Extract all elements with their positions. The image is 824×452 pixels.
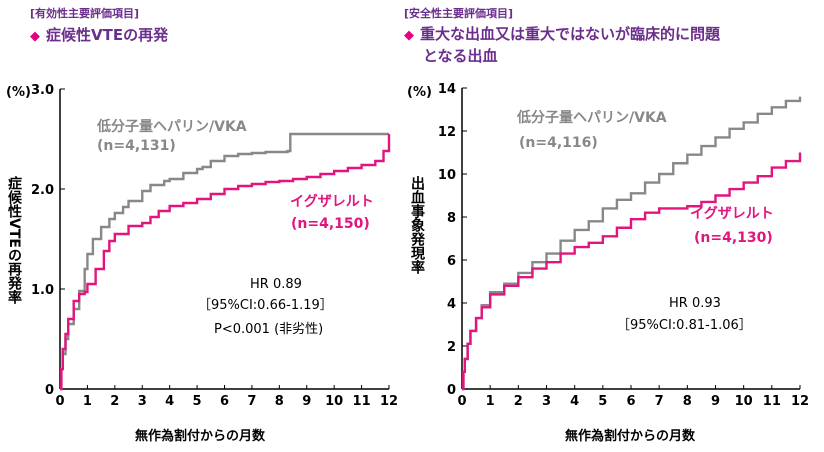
left-x-axis-label: 無作為割付からの月数 bbox=[135, 428, 266, 444]
right-y-unit: (%) bbox=[407, 85, 432, 100]
right-x-tick-label: 11 bbox=[763, 394, 781, 409]
right-x-tick-label: 2 bbox=[514, 394, 523, 409]
right-heading-line2: となる出血 bbox=[423, 47, 498, 65]
left-x-tick-label: 10 bbox=[325, 394, 343, 409]
left-x-tick-label: 9 bbox=[302, 394, 311, 409]
left-legend-xarelto-n: (n=4,150) bbox=[291, 216, 370, 232]
right-x-tick-label: 10 bbox=[735, 394, 753, 409]
left-x-tick-label: 1 bbox=[83, 394, 92, 409]
right-y-tick-label: 8 bbox=[447, 211, 456, 226]
diamond-bullet-icon: ◆ bbox=[30, 29, 40, 44]
left-section-tag: [有効性主要評価項目] bbox=[30, 7, 140, 20]
left-x-tick-label: 11 bbox=[353, 394, 371, 409]
left-stat-hr: HR 0.89 bbox=[250, 277, 302, 292]
right-y-tick-label: 12 bbox=[438, 125, 456, 140]
right-stat-ci: ［95%CI:0.81-1.06］ bbox=[617, 318, 752, 333]
left-heading-text: 症候性VTEの再発 bbox=[46, 26, 169, 44]
left-x-tick-label: 6 bbox=[220, 394, 229, 409]
right-x-tick-label: 8 bbox=[683, 394, 692, 409]
right-x-tick-label: 6 bbox=[626, 394, 635, 409]
right-series-xarelto-line bbox=[462, 152, 802, 391]
right-y-axis-label: 出血事象発現率 bbox=[409, 175, 426, 275]
right-heading: ◆ 重大な出血又は重大ではないが臨床的に問題 となる出血 bbox=[404, 24, 720, 66]
left-legend-lmwh-name: 低分子量ヘパリン/VKA bbox=[96, 118, 247, 135]
left-heading: ◆ 症候性VTEの再発 bbox=[30, 25, 168, 47]
diamond-bullet-icon: ◆ bbox=[404, 28, 414, 43]
right-x-tick-label: 1 bbox=[486, 394, 495, 409]
left-stat-p: P<0.001 (非劣性) bbox=[214, 322, 323, 337]
right-y-tick-label: 0 bbox=[447, 383, 456, 398]
right-x-tick-label: 4 bbox=[570, 394, 579, 409]
left-legend-xarelto-name: イグザレルト bbox=[290, 193, 374, 210]
right-legend-lmwh-n: (n=4,116) bbox=[519, 135, 598, 151]
right-x-tick-label: 7 bbox=[655, 394, 664, 409]
right-x-tick-label: 3 bbox=[542, 394, 551, 409]
left-y-tick-label: 2.0 bbox=[31, 183, 54, 198]
right-x-tick-label: 12 bbox=[791, 394, 809, 409]
left-x-tick-label: 0 bbox=[55, 394, 64, 409]
right-x-tick-label: 9 bbox=[711, 394, 720, 409]
left-x-tick-label: 2 bbox=[110, 394, 119, 409]
right-x-axis-label: 無作為割付からの月数 bbox=[565, 428, 696, 444]
left-series-lmwh-vka-line bbox=[60, 132, 389, 391]
right-legend-lmwh-name: 低分子量ヘパリン/VKA bbox=[516, 109, 667, 126]
right-x-tick-label: 5 bbox=[598, 394, 607, 409]
left-x-tick-label: 12 bbox=[380, 394, 398, 409]
left-series-xarelto-line bbox=[60, 134, 391, 391]
right-section-tag: [安全性主要評価項目] bbox=[404, 7, 514, 20]
left-y-tick-label: 3.0 bbox=[31, 83, 54, 98]
left-chart: (%) 無作為割付からの月数 症候性VTEの再発率 低分子量ヘパリン/VKA (… bbox=[6, 83, 398, 444]
left-x-tick-label: 4 bbox=[165, 394, 174, 409]
right-legend-xarelto-n: (n=4,130) bbox=[694, 230, 773, 246]
left-x-tick-label: 5 bbox=[193, 394, 202, 409]
left-x-tick-label: 7 bbox=[247, 394, 256, 409]
right-stat-hr: HR 0.93 bbox=[669, 296, 721, 311]
left-x-tick-label: 8 bbox=[275, 394, 284, 409]
left-x-tick-label: 3 bbox=[138, 394, 147, 409]
left-y-tick-label: 0 bbox=[45, 383, 54, 398]
left-y-axis-label: 症候性VTEの再発率 bbox=[6, 175, 23, 305]
right-y-tick-label: 4 bbox=[447, 297, 456, 312]
left-stat-ci: ［95%CI:0.66-1.19］ bbox=[198, 298, 333, 313]
right-y-tick-label: 6 bbox=[447, 254, 456, 269]
right-y-tick-label: 2 bbox=[447, 340, 456, 355]
left-y-tick-label: 1.0 bbox=[31, 283, 54, 298]
right-y-tick-label: 10 bbox=[438, 168, 456, 183]
left-y-unit: (%) bbox=[6, 85, 31, 100]
right-legend-xarelto-name: イグザレルト bbox=[690, 205, 774, 222]
right-y-tick-label: 14 bbox=[438, 82, 456, 97]
left-legend-lmwh-n: (n=4,131) bbox=[97, 138, 176, 154]
right-chart: (%) 無作為割付からの月数 出血事象発現率 低分子量ヘパリン/VKA (n=4… bbox=[407, 82, 809, 444]
right-x-tick-label: 0 bbox=[457, 394, 466, 409]
right-heading-line1: 重大な出血又は重大ではないが臨床的に問題 bbox=[420, 25, 721, 43]
